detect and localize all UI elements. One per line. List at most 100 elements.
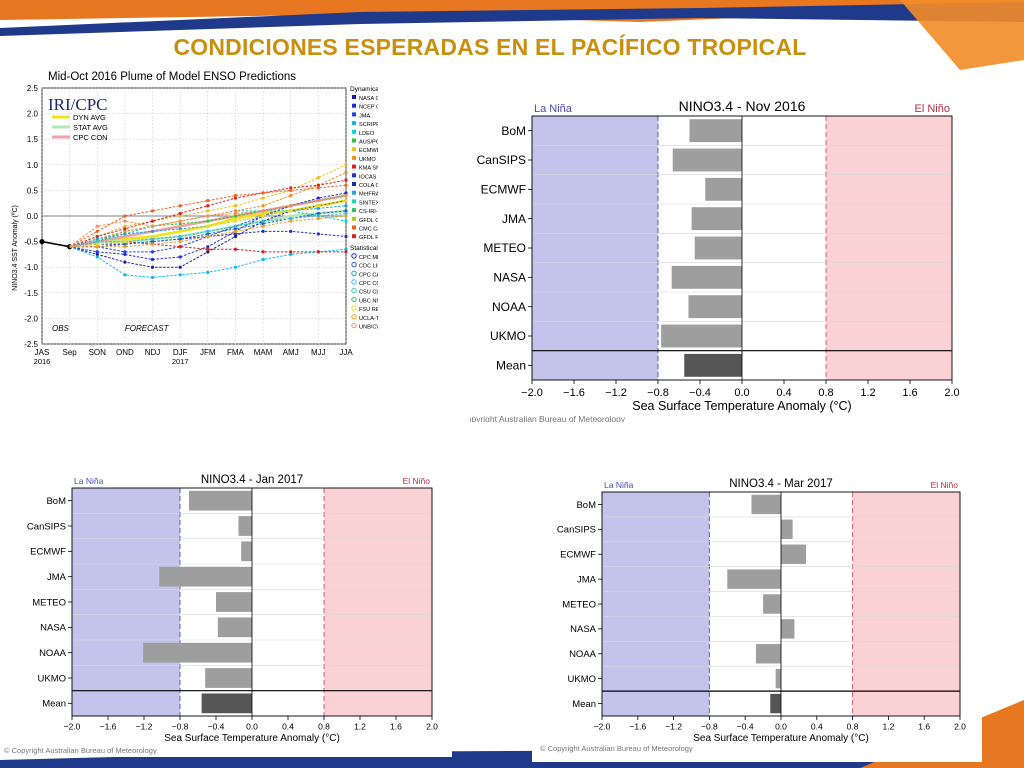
plume-series-point [123,232,127,236]
bar-x-axis-label: Sea Surface Temperature Anomaly (°C) [632,399,851,413]
plume-series-point [261,214,265,218]
plume-series-point [289,193,293,198]
plume-y-tick-label: -0.5 [24,238,38,247]
plume-legend-label: CPC CA [359,272,378,278]
plume-series-point [95,229,99,233]
model-bar [751,494,781,515]
plume-series-point [289,186,293,190]
bar-x-tick-label: 1.2 [354,722,366,732]
bar-x-tick-label: 1.6 [390,722,402,732]
plume-legend-label: LDEO [359,131,375,137]
plume-series-point [261,191,265,195]
bar-x-tick-label: −2.0 [594,722,611,732]
el-nino-label: El Niño [931,480,959,490]
plume-y-tick-label: 2.0 [27,110,39,119]
plume-series-point [344,234,348,239]
model-bar [691,207,742,231]
model-bar [205,668,252,688]
model-bar [241,541,252,562]
plume-series-point [261,257,265,262]
plume-y-tick-label: -2.0 [24,314,38,323]
plume-series-point [316,183,320,187]
plume-series-point [150,240,155,244]
plume-series-point [178,255,182,259]
plume-chart: Mid-Oct 2016 Plume of Model ENSO Predict… [8,68,378,368]
model-bar [705,177,742,201]
bar-x-tick-label: −1.6 [100,722,117,732]
plume-series-line [69,184,347,248]
plume-series-point [316,196,320,200]
plume-legend-marker [351,288,357,294]
plume-title: Mid-Oct 2016 Plume of Model ENSO Predict… [48,71,296,83]
plume-series-point [261,204,265,208]
plume-legend-label: CSU CLIPR [359,290,378,296]
plume-series-point [261,219,265,223]
model-bar [238,516,252,536]
plume-series-point [123,219,127,223]
plume-series-line [69,195,347,248]
mean-bar [684,353,742,377]
plume-legend-marker [352,225,356,230]
bar-x-tick-label: 2.0 [944,387,959,399]
plume-series-point [233,232,238,236]
plume-series-point [289,188,293,192]
bar-x-tick-label: −0.4 [737,722,754,732]
plume-series-point [206,247,210,251]
plume-series-point [344,193,348,198]
plume-avg-legend-label: CPC CON [73,133,108,142]
plume-legend-label: UCLA-TCD [359,316,378,322]
plume-legend-label: UKMO [359,157,376,163]
plume-series-point [178,222,182,226]
plume-legend-marker [352,129,356,134]
plume-series-point [206,245,210,249]
plume-logo: IRI/CPC [48,95,108,114]
la-nina-label: La Niña [604,480,634,490]
plume-series-point [178,211,182,216]
plume-series-point [206,232,210,236]
plume-legend-marker [351,261,357,268]
bar-category-label: Mean [572,699,596,710]
mean-bar [770,693,781,714]
la-nina-zone [602,492,710,716]
bar-copyright: © Copyright Australian Bureau of Meteoro… [4,746,157,755]
plume-legend-label: NASA GMAO [359,96,378,102]
bar-x-tick-label: 1.6 [902,387,917,399]
plume-y-tick-label: -1.5 [24,289,38,298]
plume-series-point [206,229,210,233]
bar-x-tick-label: −2.0 [64,722,81,732]
plume-series-point [289,216,293,221]
la-nina-label: La Niña [74,476,104,486]
ribbon-orange-right [900,0,1024,70]
model-bar [661,324,742,348]
bar-x-tick-label: −1.2 [605,387,627,399]
plume-series-point [178,229,182,233]
plume-legend-marker [352,164,356,169]
bar-category-label: ECMWF [560,550,596,561]
plume-series-point [95,250,99,254]
plume-series-point [233,229,238,233]
bar-category-label: ECMWF [481,183,526,197]
bar-x-tick-label: −0.4 [689,387,711,399]
plume-y-tick-label: 0.0 [27,212,39,221]
plume-series-point [178,240,182,244]
model-bar [775,668,781,689]
plume-series-point [316,211,320,216]
plume-series-point [206,214,210,218]
bar-x-tick-label: 2.0 [426,722,438,732]
model-bar [143,642,252,663]
bar-x-tick-label: −1.2 [665,722,682,732]
model-bar [781,544,807,564]
plume-series-point [150,242,155,246]
plume-legend-marker [351,279,357,285]
el-nino-label: El Niño [915,103,950,115]
plume-series-point [316,199,320,203]
plume-series-point [206,250,210,254]
plume-legend-marker [352,95,356,99]
plume-legend-marker [352,138,356,143]
plume-series-point [123,260,127,264]
plume-year-label: 2017 [172,357,189,366]
plume-series-point [95,234,99,239]
plume-series-point [289,204,293,208]
plume-series-point [344,250,348,254]
plume-series-point [289,219,293,223]
